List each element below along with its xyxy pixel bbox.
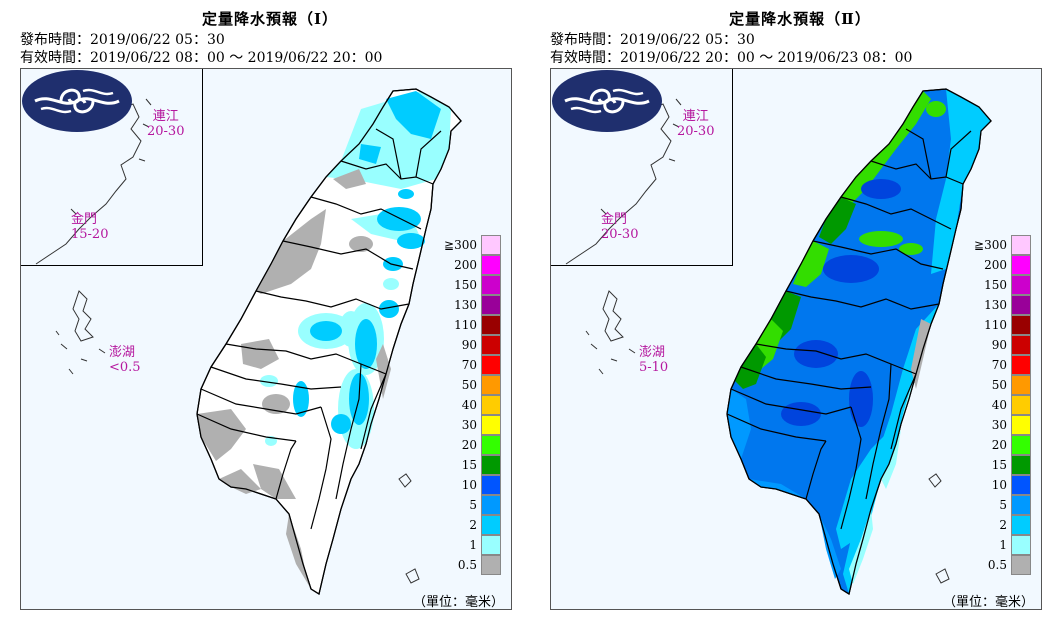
legend-swatch (1011, 235, 1031, 255)
legend-label: 130 (454, 298, 477, 312)
legend-label: 1 (469, 538, 477, 552)
legend-label: 70 (461, 358, 477, 372)
legend-swatch (1011, 355, 1031, 375)
legend-swatch (1011, 395, 1031, 415)
island-label-lienchiang: 連江 20-30 (147, 109, 185, 139)
island-label-lienchiang: 連江 20-30 (677, 109, 715, 139)
legend-label: 5 (999, 498, 1007, 512)
unit-label: （單位：毫米） (943, 595, 1035, 610)
legend-colorbar (481, 235, 501, 575)
legend-swatch (1011, 555, 1031, 575)
legend-swatch (481, 315, 501, 335)
island-label-penghu: 澎湖 <0.5 (109, 345, 141, 375)
cwb-cloud-logo-icon (22, 70, 132, 132)
legend-swatch (1011, 435, 1031, 455)
legend-label: 50 (461, 378, 477, 392)
legend-swatch (481, 395, 501, 415)
legend-swatch (1011, 315, 1031, 335)
legend-label: 200 (454, 258, 477, 272)
legend-label: 110 (984, 318, 1007, 332)
legend-label: 150 (454, 278, 477, 292)
legend-swatch (481, 355, 501, 375)
taiwan-map (565, 86, 992, 595)
unit-label: （單位：毫米） (413, 595, 505, 610)
legend-swatch (481, 275, 501, 295)
legend-swatch (481, 535, 501, 555)
legend-swatch (481, 435, 501, 455)
legend-swatch (1011, 295, 1031, 315)
legend-label: 30 (991, 418, 1007, 432)
legend-swatch (481, 235, 501, 255)
legend-swatch (1011, 455, 1031, 475)
legend-label: 70 (991, 358, 1007, 372)
panel-title: 定量降水預報（Ⅰ） (201, 10, 339, 28)
legend-label: 15 (461, 458, 477, 472)
legend-swatch (481, 415, 501, 435)
legend-label: 130 (984, 298, 1007, 312)
qpf-panel-2: 定量降水預報（Ⅱ） 發布時間：2019/06/22 05：30 有效時間：201… (550, 0, 1050, 612)
map-frame: 連江 20-30 金門 15-20 澎湖 <0.5 ≧300 200 150 130 … (20, 68, 512, 610)
legend-colorbar (1011, 235, 1031, 575)
legend-label: 150 (984, 278, 1007, 292)
legend-label: 40 (991, 398, 1007, 412)
legend-labels: ≧300 200 150 130 110 90 70 50 40 30 20 1… (959, 235, 1007, 575)
legend-label: 10 (461, 478, 477, 492)
legend-label: 30 (461, 418, 477, 432)
legend-swatch (481, 375, 501, 395)
legend-label: 2 (469, 518, 477, 532)
legend-label: 10 (991, 478, 1007, 492)
cwb-cloud-logo-icon (552, 70, 662, 132)
legend-labels: ≧300 200 150 130 110 90 70 50 40 30 20 1… (429, 235, 477, 575)
legend-swatch (481, 555, 501, 575)
map-frame: 連江 20-30 金門 20-30 澎湖 5-10 ≧300 200 150 130 … (550, 68, 1042, 610)
legend-swatch (1011, 415, 1031, 435)
panel-title: 定量降水預報（Ⅱ） (729, 10, 871, 28)
issue-time: 發布時間：2019/06/22 05：30 (550, 32, 755, 48)
legend-swatch (1011, 515, 1031, 535)
legend-swatch (1011, 495, 1031, 515)
legend-label: 20 (991, 438, 1007, 452)
legend-label: 110 (454, 318, 477, 332)
island-label-penghu: 澎湖 5-10 (639, 345, 669, 375)
legend-swatch (1011, 275, 1031, 295)
legend-swatch (1011, 475, 1031, 495)
legend-swatch (1011, 255, 1031, 275)
island-label-kinmen: 金門 15-20 (71, 212, 109, 242)
issue-time: 發布時間：2019/06/22 05：30 (20, 32, 225, 48)
legend-label: ≧300 (974, 238, 1007, 252)
legend-label: 0.5 (987, 558, 1007, 572)
legend-label: ≧300 (444, 238, 477, 252)
qpf-panel-1: 定量降水預報（Ⅰ） 發布時間：2019/06/22 05：30 有效時間：201… (20, 0, 520, 612)
legend-label: 40 (461, 398, 477, 412)
offshore-inset (21, 69, 203, 266)
legend-swatch (481, 295, 501, 315)
offshore-inset (551, 69, 733, 266)
legend-swatch (1011, 535, 1031, 555)
legend-label: 0.5 (457, 558, 477, 572)
valid-time: 有效時間：2019/06/22 20：00 ～ 2019/06/23 08：00 (550, 50, 913, 66)
legend-label: 15 (991, 458, 1007, 472)
legend-swatch (481, 515, 501, 535)
island-label-kinmen: 金門 20-30 (601, 212, 639, 242)
legend-label: 200 (984, 258, 1007, 272)
legend-label: 90 (991, 338, 1007, 352)
legend-swatch (481, 255, 501, 275)
legend-label: 2 (999, 518, 1007, 532)
valid-time: 有效時間：2019/06/22 08：00 ～ 2019/06/22 20：00 (20, 50, 383, 66)
legend-swatch (1011, 375, 1031, 395)
legend-label: 1 (999, 538, 1007, 552)
legend-swatch (481, 335, 501, 355)
legend-swatch (481, 475, 501, 495)
legend-swatch (481, 455, 501, 475)
legend-swatch (1011, 335, 1031, 355)
legend-label: 5 (469, 498, 477, 512)
taiwan-map (35, 86, 462, 595)
legend-label: 20 (461, 438, 477, 452)
legend-label: 90 (461, 338, 477, 352)
legend-swatch (481, 495, 501, 515)
legend-label: 50 (991, 378, 1007, 392)
